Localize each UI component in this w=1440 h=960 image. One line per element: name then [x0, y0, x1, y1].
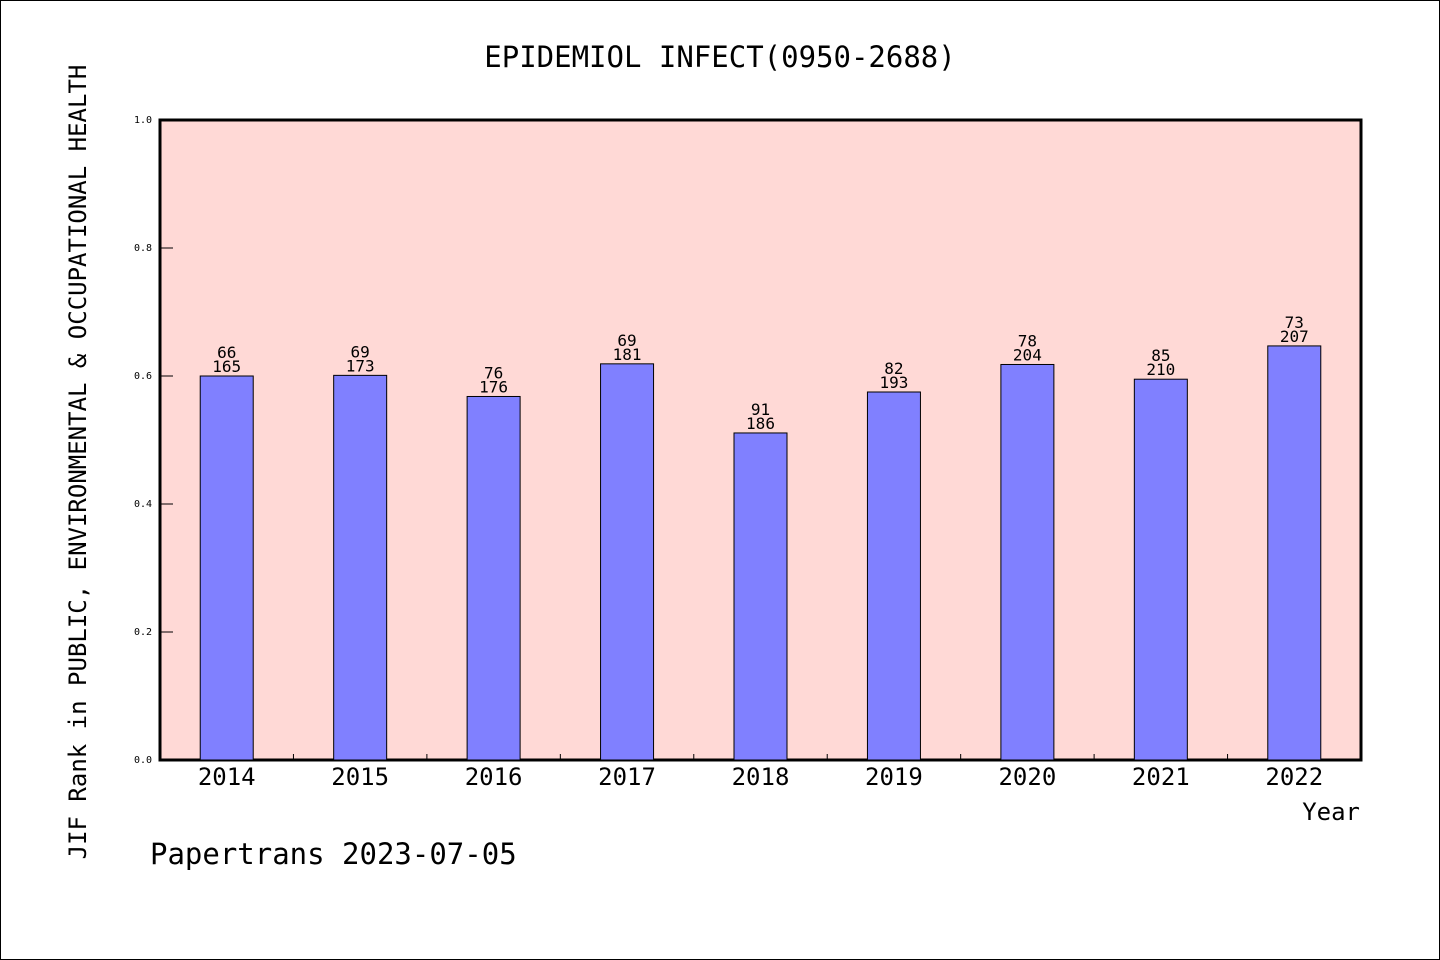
y-tick-label: 0.6 — [134, 371, 152, 382]
x-tick-label: 2015 — [331, 763, 389, 791]
bar — [1267, 345, 1322, 761]
y-tick-label: 0.2 — [134, 627, 152, 638]
y-axis-label: JIF Rank in PUBLIC, ENVIRONMENTAL & OCCU… — [64, 65, 92, 860]
footer-text: Papertrans 2023-07-05 — [150, 837, 517, 871]
bar — [600, 363, 655, 761]
bar-total-label: 210 — [1146, 360, 1175, 379]
bar-rank-label: 76 — [484, 363, 503, 382]
bar — [466, 395, 521, 761]
chart-title: EPIDEMIOL INFECT(0950-2688) — [484, 40, 955, 74]
bar-total-label: 165 — [212, 357, 241, 376]
x-tick-label: 2017 — [598, 763, 656, 791]
bar-rank-label: 82 — [884, 359, 903, 378]
bar — [866, 391, 921, 761]
bar-rank-label: 69 — [351, 342, 370, 361]
bar-total-label: 204 — [1013, 345, 1042, 364]
y-tick-label: 0.8 — [134, 243, 152, 254]
x-tick-label: 2020 — [998, 763, 1056, 791]
bar-total-label: 173 — [346, 356, 375, 375]
bar-total-label: 207 — [1280, 327, 1309, 346]
x-tick-label: 2019 — [865, 763, 923, 791]
x-axis-label: Year — [1302, 798, 1360, 826]
x-tick-label: 2018 — [732, 763, 790, 791]
bar-total-label: 181 — [613, 345, 642, 364]
x-tick-label: 2016 — [465, 763, 523, 791]
bar-total-label: 176 — [479, 377, 508, 396]
bar-total-label: 186 — [746, 414, 775, 433]
x-tick-label: 2021 — [1132, 763, 1190, 791]
bar — [199, 375, 254, 761]
bar-rank-label: 85 — [1151, 346, 1170, 365]
bar — [333, 374, 388, 761]
bar-rank-label: 66 — [217, 343, 236, 362]
x-tick-label: 2022 — [1265, 763, 1323, 791]
y-tick-label: 1.0 — [134, 115, 152, 126]
bar-rank-label: 73 — [1285, 313, 1304, 332]
bar-total-label: 193 — [879, 373, 908, 392]
bar-rank-label: 78 — [1018, 331, 1037, 350]
bar — [1133, 378, 1188, 761]
y-tick-label: 0.0 — [134, 755, 152, 766]
bar-rank-label: 69 — [617, 331, 636, 350]
bar-rank-label: 91 — [751, 400, 770, 419]
x-tick-label: 2014 — [198, 763, 256, 791]
bar — [733, 432, 788, 761]
y-tick-label: 0.4 — [134, 499, 152, 510]
bar — [1000, 363, 1055, 761]
